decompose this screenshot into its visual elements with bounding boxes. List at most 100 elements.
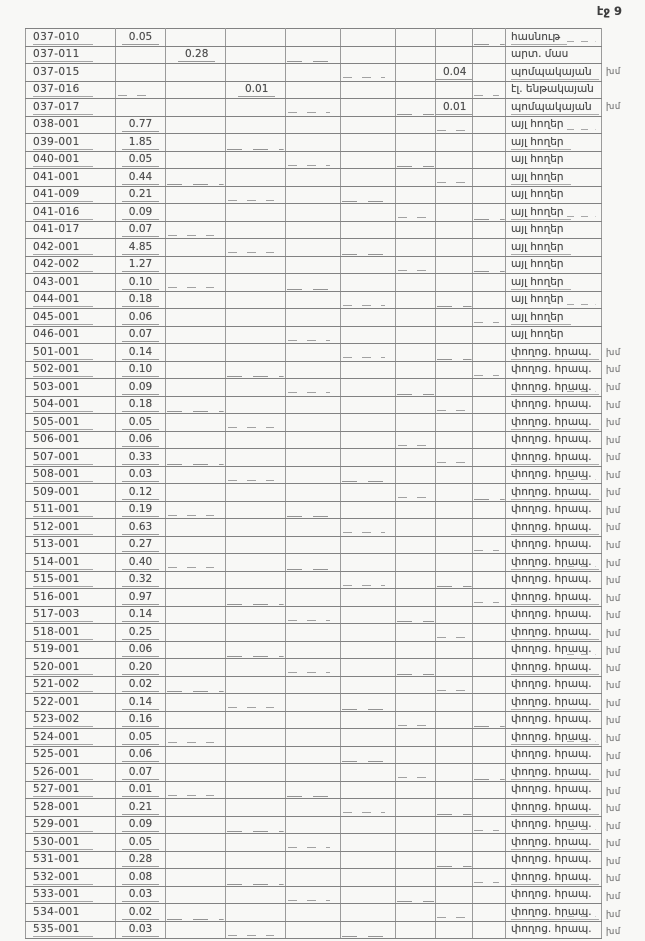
area-value: 0.03	[121, 888, 160, 903]
empty-cell	[225, 28, 286, 47]
empty-cell	[340, 168, 396, 187]
land-use-cell: փողոց. հրապ.	[505, 658, 602, 677]
parcel-id-cell: 037-016	[25, 80, 116, 99]
empty-cell	[395, 168, 436, 187]
empty-cell	[165, 28, 226, 47]
empty-cell	[285, 500, 341, 519]
land-use-label: այլ հողեր	[511, 170, 571, 185]
table-row: 037-017 0.01 պոմպակայան	[25, 98, 602, 117]
area-value: 1.85	[121, 135, 160, 150]
area-value-cell: 0.06	[115, 745, 166, 764]
empty-cell	[225, 588, 286, 607]
empty-cell	[340, 343, 396, 362]
table-row: 040-001 0.05 այլ հողեր	[25, 150, 602, 169]
land-use-cell: փողոց. հրապ.	[505, 728, 602, 747]
parcel-id-cell: 039-001	[25, 133, 116, 152]
land-use-label: փողոց. հրապ.	[511, 433, 592, 446]
empty-cell	[340, 448, 396, 467]
area-value: 0.02	[121, 678, 160, 693]
empty-cell	[395, 430, 436, 449]
parcel-id: 041-016	[33, 205, 93, 220]
land-use-cell: այլ հողեր	[505, 220, 602, 239]
parcel-id-cell: 502-001	[25, 360, 116, 379]
empty-cell	[165, 763, 226, 782]
land-use-label: փողոց. հրապ.	[511, 398, 592, 411]
empty-cell	[435, 745, 473, 764]
parcel-id-cell: 509-001	[25, 483, 116, 502]
table-row: 533-001 0.03 փողոց. հրապ.	[25, 885, 602, 904]
area-value-cell: 0.18	[115, 290, 166, 309]
parcel-id: 511-001	[33, 503, 93, 518]
empty-cell	[395, 483, 436, 502]
empty-cell	[225, 115, 286, 134]
empty-cell	[395, 45, 436, 64]
parcel-id-cell: 041-009	[25, 185, 116, 204]
land-use-label: փողոց. հրապ.	[511, 678, 592, 691]
empty-cell	[165, 885, 226, 904]
unit-note: խմ	[606, 365, 621, 376]
parcel-id: 525-001	[33, 748, 80, 761]
area-value: 0.06	[121, 310, 160, 325]
parcel-id-cell: 508-001	[25, 465, 116, 484]
land-use-label: այլ հողեր	[511, 275, 571, 290]
table-row: 506-001 0.06 փողոց. հրապ.	[25, 430, 602, 449]
empty-cell	[435, 588, 473, 607]
area-value: 0.07	[121, 328, 160, 343]
area-value: 0.08	[121, 870, 160, 885]
table-row: 518-001 0.25 փողոց. հրապ.	[25, 623, 602, 642]
empty-cell	[165, 185, 226, 204]
empty-cell	[472, 325, 506, 344]
empty-cell	[435, 45, 473, 64]
area-value: 0.10	[121, 275, 160, 290]
unit-note: խմ	[606, 347, 621, 358]
empty-cell	[435, 255, 473, 274]
empty-cell	[472, 693, 506, 712]
empty-cell	[472, 483, 506, 502]
land-use-cell: փողոց. հրապ.	[505, 535, 602, 554]
area-value: 0.05	[121, 153, 160, 168]
land-use-label: փողոց. հրապ.	[511, 783, 592, 796]
unit-note: խմ	[606, 67, 621, 78]
empty-cell	[225, 185, 286, 204]
empty-cell	[225, 238, 286, 257]
parcel-id-cell: 527-001	[25, 780, 116, 799]
parcel-id-cell: 530-001	[25, 833, 116, 852]
table-row: 509-001 0.12 փողոց. հրապ.	[25, 483, 602, 502]
land-use-cell: այլ հողեր	[505, 133, 602, 152]
empty-cell	[395, 395, 436, 414]
land-use-label: փողոց. հրապ.	[511, 660, 599, 675]
empty-cell	[435, 413, 473, 432]
unit-note: խմ	[606, 628, 621, 639]
unit-note: խմ	[606, 523, 621, 534]
empty-cell	[225, 850, 286, 869]
empty-cell	[395, 850, 436, 869]
land-use-label: փողոց. հրապ.	[511, 363, 592, 376]
empty-cell	[225, 98, 286, 117]
empty-cell	[395, 553, 436, 572]
empty-cell	[165, 308, 226, 327]
empty-cell	[395, 780, 436, 799]
area-value: 0.63	[121, 520, 160, 535]
area-value: 0.01	[436, 100, 472, 115]
table-row: 505-001 0.05 փողոց. հրապ.	[25, 413, 602, 432]
parcel-id-cell: 518-001	[25, 623, 116, 642]
land-use-label: փողոց. հրապ.	[511, 450, 599, 465]
land-use-label: արտ. մաս	[511, 48, 569, 61]
empty-cell	[225, 255, 286, 274]
empty-cell	[165, 98, 226, 117]
empty-cell	[435, 640, 473, 659]
unit-note: խմ	[606, 576, 621, 587]
area-value-cell: 0.08	[115, 868, 166, 887]
empty-cell	[472, 150, 506, 169]
parcel-id: 522-001	[33, 695, 80, 708]
empty-cell	[165, 133, 226, 152]
land-use-label: այլ հողեր	[511, 118, 564, 131]
empty-cell	[165, 833, 226, 852]
empty-cell	[472, 98, 506, 117]
area-value-cell: 0.03	[115, 885, 166, 904]
parcel-id-cell: 043-001	[25, 273, 116, 292]
area-value-cell: 0.18	[115, 395, 166, 414]
land-use-cell: պոմպակայան	[505, 63, 602, 82]
empty-cell	[435, 920, 473, 939]
empty-cell	[225, 658, 286, 677]
